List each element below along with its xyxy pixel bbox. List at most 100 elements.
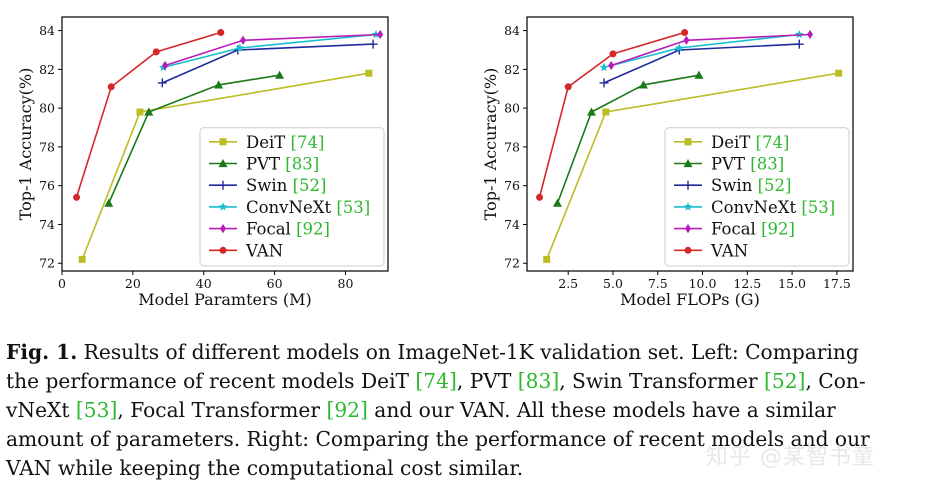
x-tick-label: 5.0: [603, 276, 623, 291]
legend-label: ConvNeXt [53]: [711, 198, 835, 217]
legend-citation[interactable]: [52]: [287, 176, 326, 195]
series-line: [75, 31, 221, 198]
legend-name: PVT: [711, 155, 745, 174]
data-point: [794, 39, 804, 49]
data-point: [552, 198, 562, 207]
y-tick-label: 74: [504, 217, 520, 232]
x-axis-label: Model FLOPs (G): [620, 290, 760, 309]
y-tick-label: 82: [39, 62, 55, 77]
caption-line: VAN while keeping the computational cost…: [6, 454, 926, 483]
y-tick-label: 76: [504, 178, 520, 193]
data-point: [638, 80, 648, 89]
x-tick-label: 10.0: [689, 276, 717, 291]
caption-line: Fig. 1. Results of different models on I…: [6, 338, 926, 367]
legend-label: VAN: [710, 241, 748, 260]
legend-citation[interactable]: [83]: [280, 155, 319, 174]
series-swin: [157, 39, 378, 88]
legend-label: Focal [92]: [246, 220, 330, 239]
data-point: [599, 78, 609, 88]
legend-entry: PVT [83]: [209, 155, 319, 174]
legend-entry: Focal [92]: [674, 220, 795, 239]
series-focal: [162, 29, 384, 71]
legend-label: Focal [92]: [711, 220, 795, 239]
chart-1: 72 74 76 78 80 82 84 0 20 40 60 80 Model Paramters (…: [16, 16, 389, 309]
legend-citation[interactable]: [92]: [291, 220, 330, 239]
caption-citation[interactable]: [92]: [326, 398, 368, 422]
legend-citation[interactable]: [52]: [752, 176, 791, 195]
legend-entry: DeiT [74]: [209, 133, 324, 152]
caption-line: amount of parameters. Right: Comparing t…: [6, 425, 926, 454]
caption-text: , Focal Transformer: [117, 398, 327, 422]
data-point: [162, 60, 169, 71]
data-point: [235, 43, 245, 52]
x-tick-label: 60: [267, 276, 283, 291]
legend-box: [664, 127, 850, 267]
series-van: [536, 29, 689, 201]
legend-citation[interactable]: [83]: [745, 155, 784, 174]
data-point: [608, 60, 615, 71]
caption-text: amount of parameters. Right: Comparing t…: [6, 427, 870, 451]
legend-entry: ConvNeXt [53]: [209, 198, 370, 217]
data-point: [564, 83, 572, 91]
legend-name: Focal: [711, 220, 756, 239]
caption-text: , Swin Transformer: [559, 369, 764, 393]
y-tick-label: 82: [504, 62, 520, 77]
legend-marker: [683, 202, 693, 211]
legend-box: [199, 127, 385, 267]
legend-name: VAN: [710, 241, 748, 260]
data-point: [681, 29, 689, 37]
legend-entry: VAN: [674, 241, 748, 260]
data-point: [157, 78, 167, 88]
x-tick-label: 2.5: [558, 276, 578, 291]
legend-label: Swin [52]: [246, 176, 326, 195]
data-point: [144, 107, 154, 116]
series-focal: [608, 29, 814, 71]
legend-name: Swin: [246, 176, 288, 195]
y-tick-label: 80: [39, 101, 55, 116]
legend-entry: Swin [52]: [674, 176, 791, 195]
legend-name: Swin: [711, 176, 753, 195]
legend-label: VAN: [245, 241, 283, 260]
caption-citation[interactable]: [83]: [517, 369, 560, 393]
data-point: [794, 29, 804, 39]
series-pvt: [552, 70, 704, 207]
plot-frame: [526, 16, 854, 272]
series-swin: [599, 39, 804, 88]
data-point: [365, 69, 373, 77]
series-deit: [78, 69, 373, 263]
y-tick-label: 76: [39, 178, 55, 193]
series-line: [538, 31, 685, 198]
data-point: [683, 35, 690, 45]
legend-entry: VAN: [209, 241, 283, 260]
caption-citation[interactable]: [74]: [415, 369, 457, 393]
caption-citation[interactable]: [52]: [763, 369, 806, 393]
data-point: [73, 193, 81, 201]
caption-citation[interactable]: [53]: [75, 398, 118, 422]
legend-entry: DeiT [74]: [674, 133, 789, 152]
x-tick-label: 7.5: [648, 276, 668, 291]
y-axis-label: Top-1 Accuracy(%): [481, 68, 500, 221]
legend-citation[interactable]: [74]: [285, 133, 324, 152]
legend-citation[interactable]: [74]: [750, 133, 789, 152]
data-point: [214, 80, 224, 89]
legend-entry: Swin [52]: [209, 176, 326, 195]
y-axis-label: Top-1 Accuracy(%): [16, 68, 35, 221]
data-point: [599, 62, 609, 72]
x-tick-label: 15.0: [778, 276, 806, 291]
legend-label: DeiT [74]: [246, 133, 324, 152]
data-point: [835, 69, 843, 77]
y-tick-label: 78: [39, 139, 55, 154]
legend-label: ConvNeXt [53]: [246, 198, 370, 217]
data-point: [107, 83, 115, 91]
chart-2: 72 74 76 78 80 82 84 2.5 5.0 7.5 10.0 12.5 15.0 17.5 M…: [481, 16, 854, 309]
data-point: [104, 198, 114, 207]
watermark-text: 知乎 @某智书童: [706, 445, 875, 470]
legend-citation[interactable]: [53]: [796, 198, 835, 217]
legend-citation[interactable]: [92]: [756, 220, 795, 239]
data-point: [275, 70, 285, 79]
plot-frame: [61, 16, 389, 272]
legend-label: DeiT [74]: [711, 133, 789, 152]
figure-caption: Fig. 1. Results of different models on I…: [6, 338, 926, 483]
legend-citation[interactable]: [53]: [331, 198, 370, 217]
caption-text: VAN while keeping the computational cost…: [6, 456, 524, 480]
